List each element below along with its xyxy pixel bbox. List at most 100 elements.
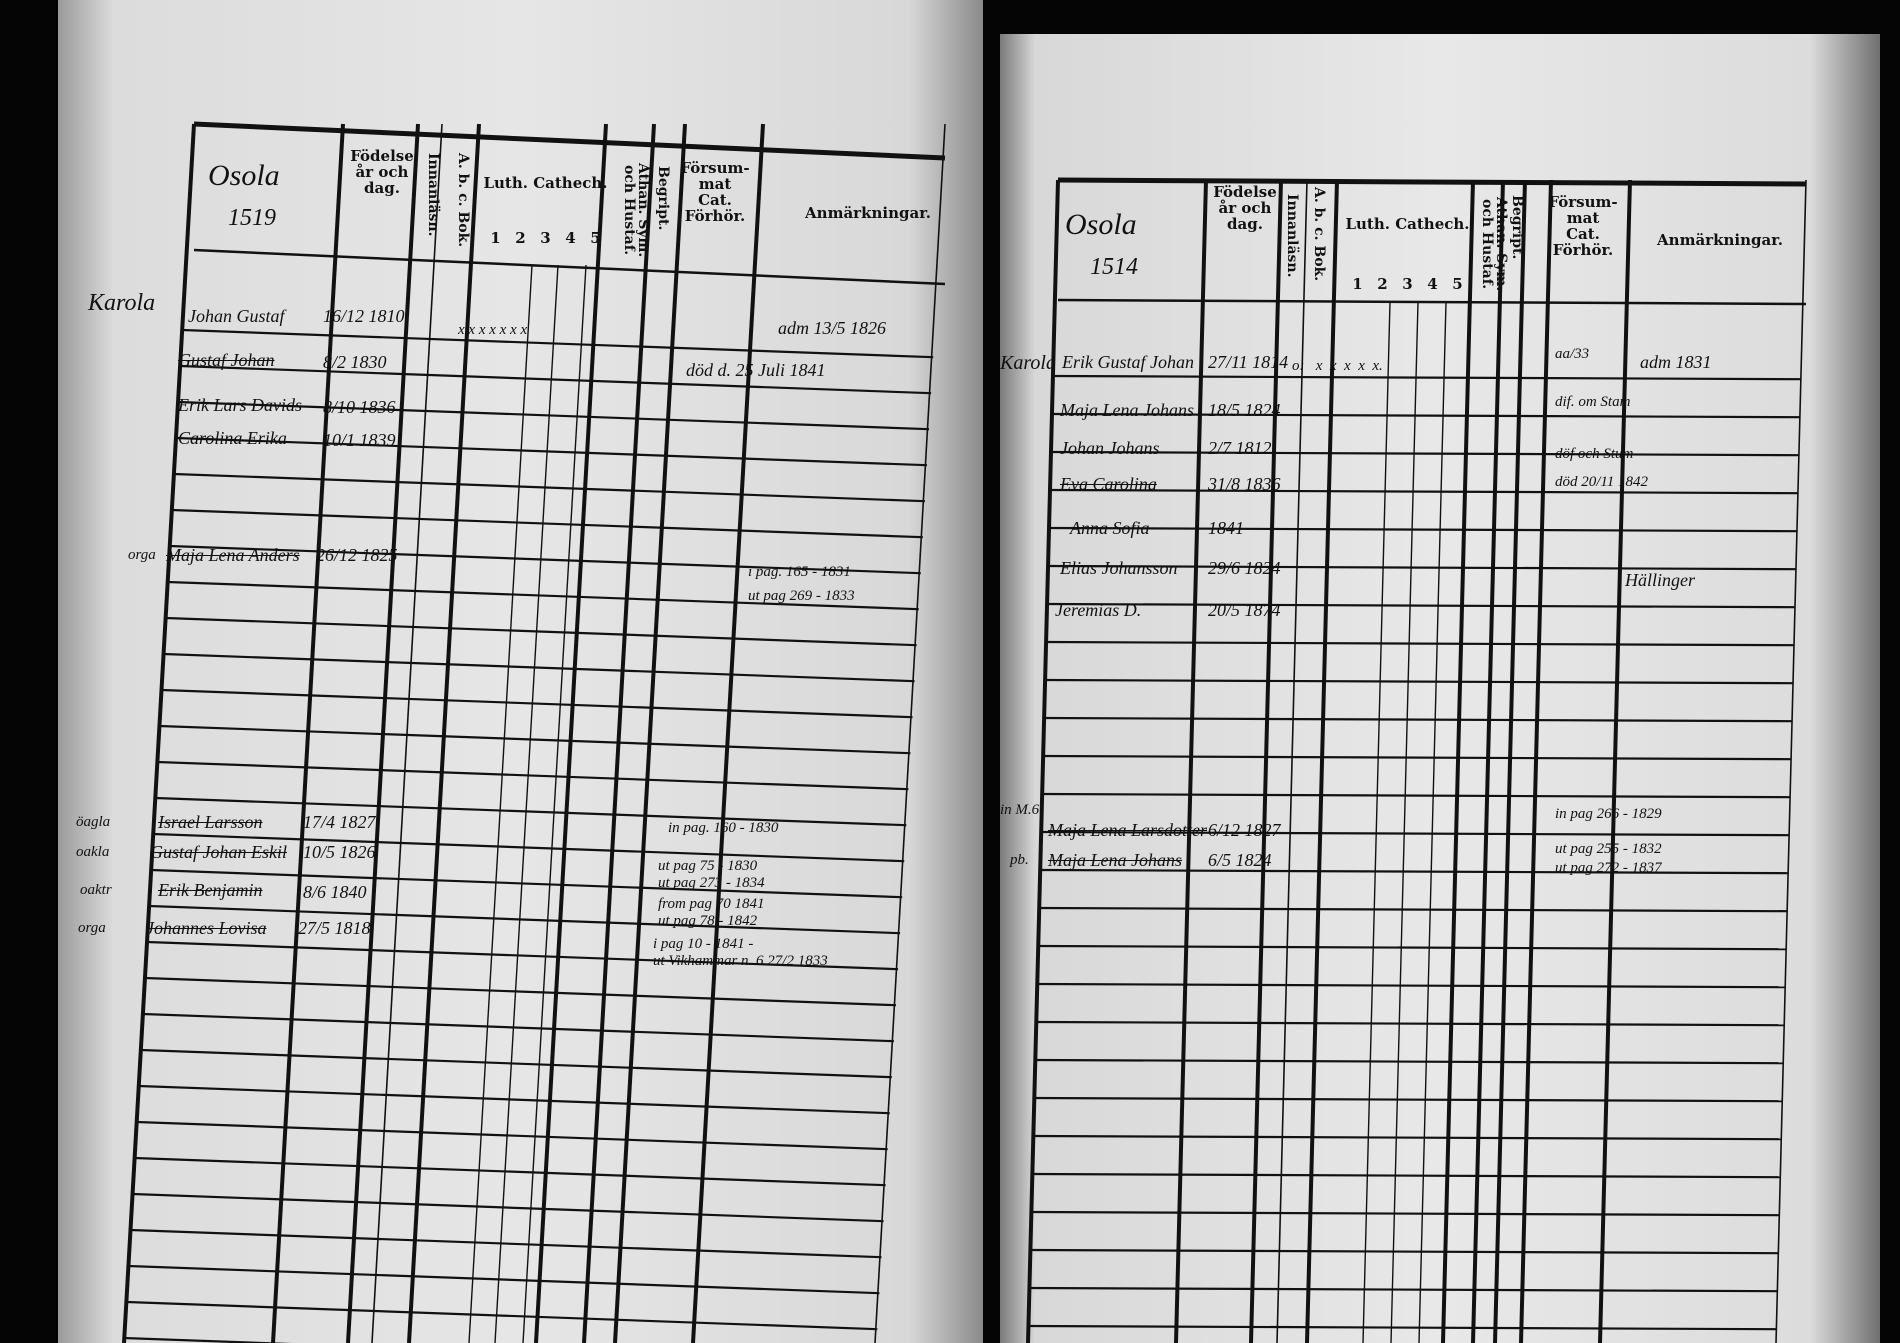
row-rule [1047, 602, 1796, 609]
entry-remark: Hällinger [1625, 570, 1695, 590]
entry-remark: ut pag 75 - 1830 ut pag 273 - 1834 [658, 858, 765, 891]
row-rule [182, 328, 934, 359]
row-rule [180, 364, 932, 395]
column-rule [1276, 179, 1308, 1343]
header-comprehension: Begript. [655, 165, 671, 231]
entry-birth: 8/10 1836 [323, 397, 396, 417]
entry-birth: 27/5 1818 [298, 918, 371, 938]
entry-name: Anna Sofia [1070, 518, 1150, 538]
header-athanasian: Athan. Sym. och Hustaf. [1479, 196, 1509, 292]
row-rule [1044, 716, 1793, 723]
entry-name: Johan Gustaf [188, 306, 285, 326]
row-rule [144, 976, 896, 1007]
row-rule [155, 796, 907, 827]
column-rule [874, 123, 946, 1343]
row-rule [1034, 1096, 1783, 1103]
entry-remark: död d. 25 Juli 1841 [686, 360, 826, 380]
row-rule [124, 1336, 293, 1343]
entry-prefix: orga [128, 547, 156, 563]
catechism-col: 1 [1352, 275, 1363, 293]
catechism-col: 1 [490, 229, 501, 247]
header-comprehension: Begript. [1509, 194, 1525, 260]
column-rule [534, 123, 608, 1343]
entry-name: Carolina Erika [178, 428, 287, 448]
row-rule [151, 868, 903, 899]
entry-name: Maja Lena Johans [1060, 400, 1194, 420]
entry-prefix: pb. [1010, 852, 1029, 868]
entry-missed: in pag 266 - 1829 [1555, 806, 1662, 822]
row-rule [1051, 412, 1800, 419]
entry-name: Jeremias D. [1055, 600, 1142, 620]
entry-remark: i pag 10 - 1841 - ut Vikhammar n. 6 27/2… [653, 936, 828, 969]
row-rule [169, 544, 921, 575]
row-rule [1052, 374, 1801, 381]
entry-name: Johannes Lovisa [146, 918, 267, 938]
entry-birth: 20/5 1874 [1208, 600, 1281, 620]
entry-birth: 18/5 1824 [1208, 400, 1281, 420]
column-rule [1493, 179, 1527, 1343]
header-abc-book: A. b. c. Bok. [1311, 186, 1327, 282]
entry-prefix: öagla [76, 814, 111, 830]
catechism-col: 5 [590, 229, 601, 247]
entry-birth: 27/11 1814 [1208, 352, 1289, 372]
entry-name: Erik Lars Davids [178, 395, 303, 415]
subcolumn-rule [494, 264, 559, 1343]
catechism-col: 2 [1377, 275, 1388, 293]
subcolumn-rule [468, 264, 533, 1343]
left-house-number: 1519 [228, 205, 276, 231]
entry-missed: aa/33 [1555, 346, 1590, 362]
row-rule [128, 1264, 880, 1295]
row-rule [1050, 450, 1799, 457]
column-rule [271, 123, 345, 1343]
header-catechism: Luth. Cathech. [1345, 215, 1470, 233]
entry-name: Elias Johansson [1060, 558, 1178, 578]
catechism-col: 4 [1427, 275, 1438, 293]
row-rule [173, 472, 925, 503]
entry-birth: 17/4 1827 [303, 812, 376, 832]
row-rule [1043, 754, 1792, 761]
entry-marks: x x x x x x x [458, 322, 528, 338]
row-rule [1046, 640, 1795, 647]
row-rule [138, 1084, 890, 1115]
header-missed-exams: Försum-mat Cat. Förhör. [680, 159, 750, 225]
row-rule [1049, 526, 1798, 533]
header-catechism: Luth. Cathech. [483, 174, 608, 192]
entry-name: Gustaf Johan Eskil [150, 842, 287, 862]
entry-missed: ut pag 255 - 1832 ut pag 272 - 1837 [1555, 841, 1662, 876]
column-rule [1026, 179, 1060, 1343]
place-label: Karola [88, 290, 156, 316]
header-reading: Innanläsn. [1284, 194, 1300, 278]
entry-remark: i pag. 165 - 1831 ut pag 269 - 1833 [748, 564, 855, 604]
catechism-col: 5 [1452, 275, 1463, 293]
entry-birth: 8/2 1830 [323, 352, 387, 372]
row-rule [163, 652, 915, 683]
entry-name: Maja Lena Anders [166, 545, 300, 565]
row-rule [177, 400, 930, 431]
row-rule [1035, 1058, 1784, 1065]
header-birth: Födelse år och dag. [350, 147, 414, 197]
row-rule [167, 580, 919, 611]
row-rule [130, 1228, 882, 1259]
catechism-col: 2 [515, 229, 526, 247]
row-rule [132, 1192, 884, 1223]
catechism-columns: 1 2 3 4 5 [1345, 276, 1470, 292]
row-rule [1049, 488, 1799, 495]
row-rule [1040, 868, 1789, 875]
row-rule [1041, 830, 1790, 837]
row-rule [1029, 1286, 1778, 1293]
header-bottom-rule [193, 248, 946, 286]
header-reading: Innanläsn. [425, 153, 441, 237]
column-rule [1174, 179, 1208, 1343]
entry-birth: 10/1 1839 [323, 430, 396, 450]
right-table-grid [1026, 177, 1807, 1343]
row-rule [146, 940, 899, 971]
header-athanasian: Athan. Sym. och Hustaf. [621, 162, 651, 258]
catechism-col: 3 [540, 229, 551, 247]
subcolumn-rule [1362, 301, 1391, 1343]
column-rule [1598, 179, 1632, 1343]
column-rule [407, 123, 481, 1343]
row-rule [1045, 678, 1794, 685]
entry-name: Erik Gustaf Johan [1062, 352, 1194, 372]
entry-marks: o: x x x x x. [1292, 358, 1383, 374]
entry-birth: 8/6 1840 [303, 882, 367, 902]
